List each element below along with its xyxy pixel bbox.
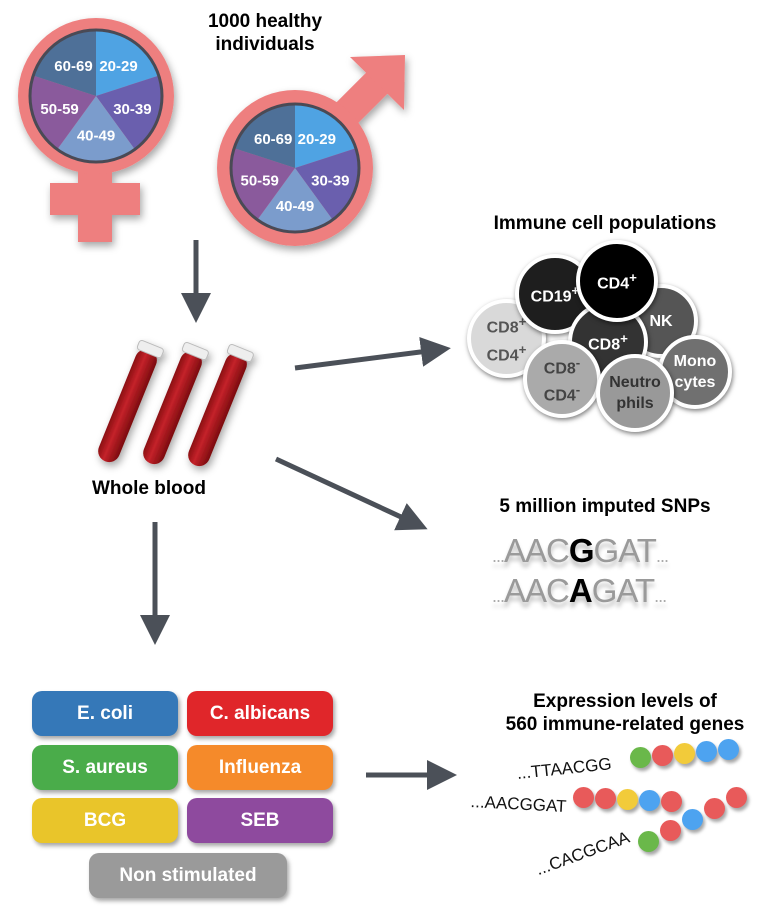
snps-title: 5 million imputed SNPs: [499, 496, 711, 517]
age-slice-40-49: [57, 96, 135, 163]
age-slice-30-39: [96, 75, 162, 150]
stimulus-influenza: Influenza: [187, 745, 333, 790]
snp-sequence-1: ...AACGGAT...: [492, 532, 669, 569]
age-label: 60-69: [54, 58, 92, 75]
bead-yellow: [674, 743, 695, 764]
male-age-pie: 20-29 30-39 40-49 50-59 60-69: [229, 102, 361, 234]
age-label: 60-69: [254, 131, 292, 148]
female-age-pie: 20-29 30-39 40-49 50-59 60-69: [28, 28, 164, 164]
expression-title: Expression levels of 560 immune-related g…: [505, 691, 745, 735]
arrow-to-cells: [294, 337, 451, 371]
age-slice-60-69: [234, 104, 295, 168]
bead-yellow: [617, 789, 638, 810]
bead-blue: [718, 739, 739, 760]
age-slice-30-39: [295, 148, 359, 220]
age-slice-60-69: [33, 30, 96, 96]
cell-neutrophils: Neutro phils: [596, 354, 674, 432]
bead-red: [661, 791, 682, 812]
age-label: 20-29: [99, 58, 137, 75]
bead-red: [726, 787, 747, 808]
bead-red: [660, 820, 681, 841]
age-slice-20-29: [295, 104, 356, 168]
snp-sequence-2: ...AACAGAT...: [492, 572, 667, 609]
bead-red: [652, 745, 673, 766]
stimulus-non-stimulated: Non stimulated: [89, 853, 287, 898]
age-label: 50-59: [40, 101, 78, 118]
bead-blue: [639, 790, 660, 811]
stimulus-e-coli: E. coli: [32, 691, 178, 736]
cell-cd8-cd4-double-positive: CD8+ CD4+: [467, 299, 546, 378]
bead-red: [704, 798, 725, 819]
cohort-title: 1000 healthy individuals: [207, 11, 323, 55]
age-slice-20-29: [96, 30, 159, 96]
age-slice-50-59: [231, 148, 295, 220]
bead-blue: [682, 809, 703, 830]
stimulus-c-albicans: C. albicans: [187, 691, 333, 736]
stimulus-seb: SEB: [187, 798, 333, 843]
blood-tubes-icon: [98, 339, 254, 467]
age-label: 40-49: [276, 198, 314, 215]
whole-blood-label: Whole blood: [92, 478, 206, 499]
age-label: 30-39: [113, 101, 151, 118]
age-label: 30-39: [311, 172, 349, 189]
age-slice-50-59: [30, 75, 96, 150]
age-slice-40-49: [257, 168, 333, 233]
bead-blue: [696, 741, 717, 762]
bead-red: [573, 787, 594, 808]
bead-green: [638, 831, 659, 852]
arrow-to-snps: [274, 456, 428, 531]
age-label: 50-59: [241, 172, 279, 189]
age-label: 40-49: [77, 127, 115, 144]
age-label: 20-29: [298, 131, 336, 148]
immune-title: Immune cell populations: [493, 213, 717, 234]
cell-cd8-cd4-double-negative: CD8- CD4-: [523, 340, 601, 418]
stimulus-s-aureus: S. aureus: [32, 745, 178, 790]
cell-cd4: CD4+: [576, 240, 658, 322]
stimulus-bcg: BCG: [32, 798, 178, 843]
bead-red: [595, 788, 616, 809]
bead-green: [630, 747, 651, 768]
